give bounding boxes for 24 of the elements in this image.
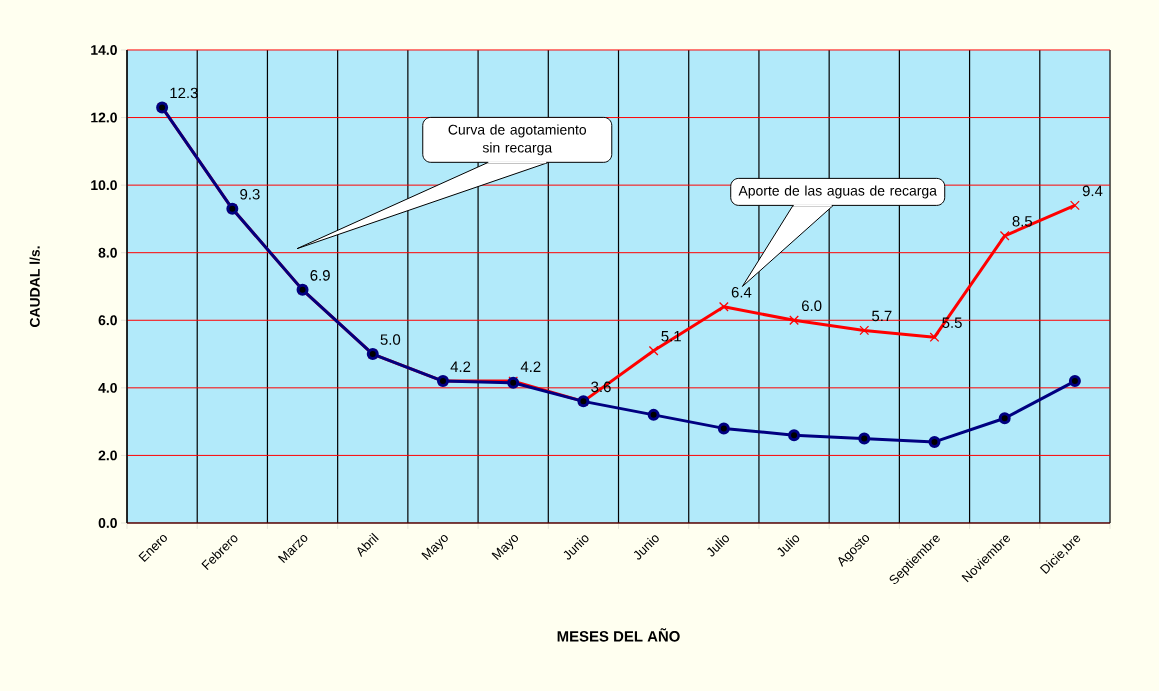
data-label: 6.0	[802, 300, 822, 312]
x-tick-label: Julio	[707, 535, 729, 557]
data-label: 4.2	[520, 361, 541, 372]
data-label: 5.7	[872, 310, 892, 322]
data-label: 6.9	[310, 270, 330, 281]
y-tick-label: 6.0	[98, 315, 117, 326]
y-axis-title: CAUDAL l/s.	[29, 246, 40, 327]
data-label: 9.4	[1082, 185, 1103, 197]
data-label: 6.4	[731, 286, 752, 298]
y-tick-label: 0.0	[98, 518, 117, 528]
y-tick-label: 10.0	[91, 180, 117, 191]
x-tick-label: Julio	[777, 535, 800, 557]
y-tick-label: 4.0	[98, 382, 117, 393]
y-tick-label: 8.0	[98, 247, 117, 258]
x-axis-title: MESES DEL AÑO	[557, 628, 680, 642]
y-tick-label: 2.0	[98, 450, 117, 461]
annotation: Aporte de las aguas de recarga	[738, 185, 937, 199]
y-tick-label: 14.0	[91, 45, 117, 55]
data-label: 5.0	[380, 334, 401, 345]
data-label: 9.3	[240, 188, 260, 200]
annotation: Curva de agotamiento sin recarga	[448, 124, 587, 156]
data-label: 8.5	[1012, 216, 1033, 227]
y-tick-label: 12.0	[91, 112, 117, 123]
data-label: 4.2	[450, 361, 471, 372]
